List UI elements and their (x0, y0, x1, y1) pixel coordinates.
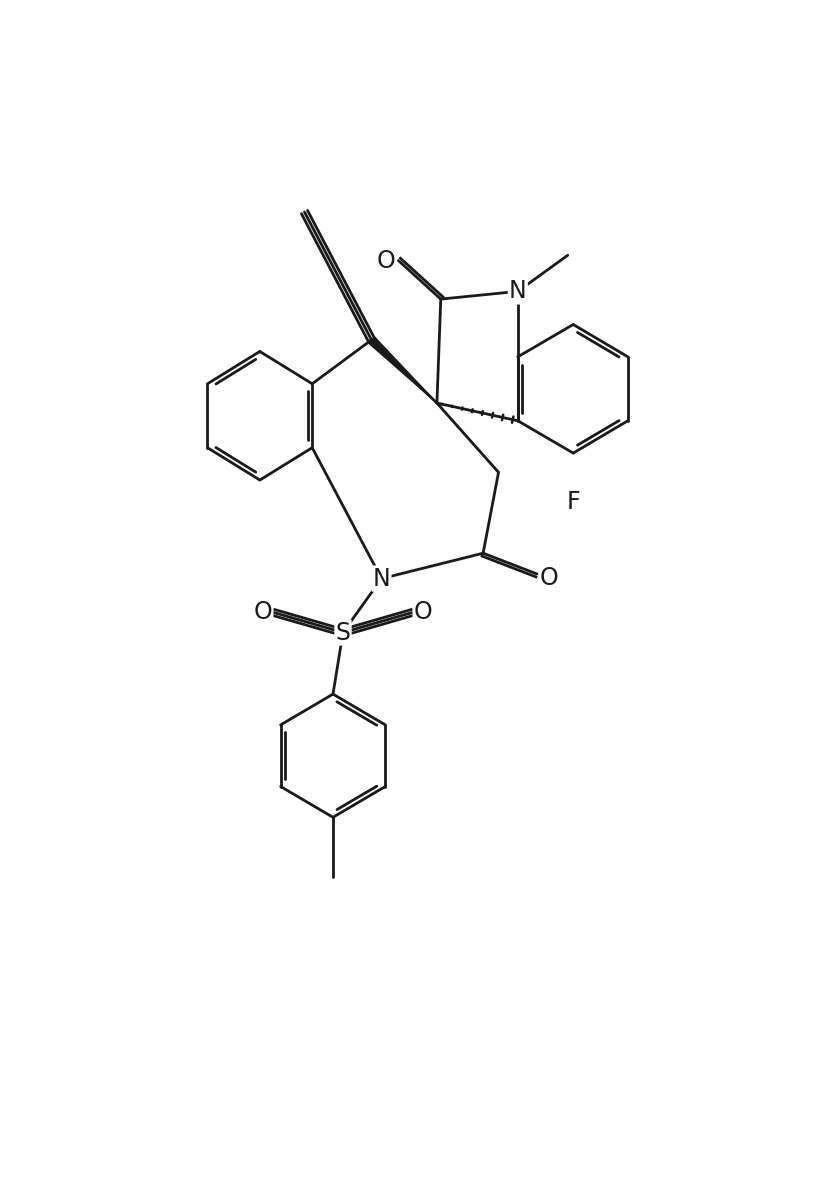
Text: N: N (509, 279, 527, 304)
Text: N: N (373, 566, 390, 591)
Text: F: F (566, 490, 580, 513)
Polygon shape (369, 337, 437, 403)
Text: S: S (335, 620, 350, 645)
Text: O: O (377, 248, 395, 273)
Text: O: O (413, 600, 432, 625)
Text: O: O (540, 566, 559, 590)
Text: O: O (253, 600, 272, 625)
